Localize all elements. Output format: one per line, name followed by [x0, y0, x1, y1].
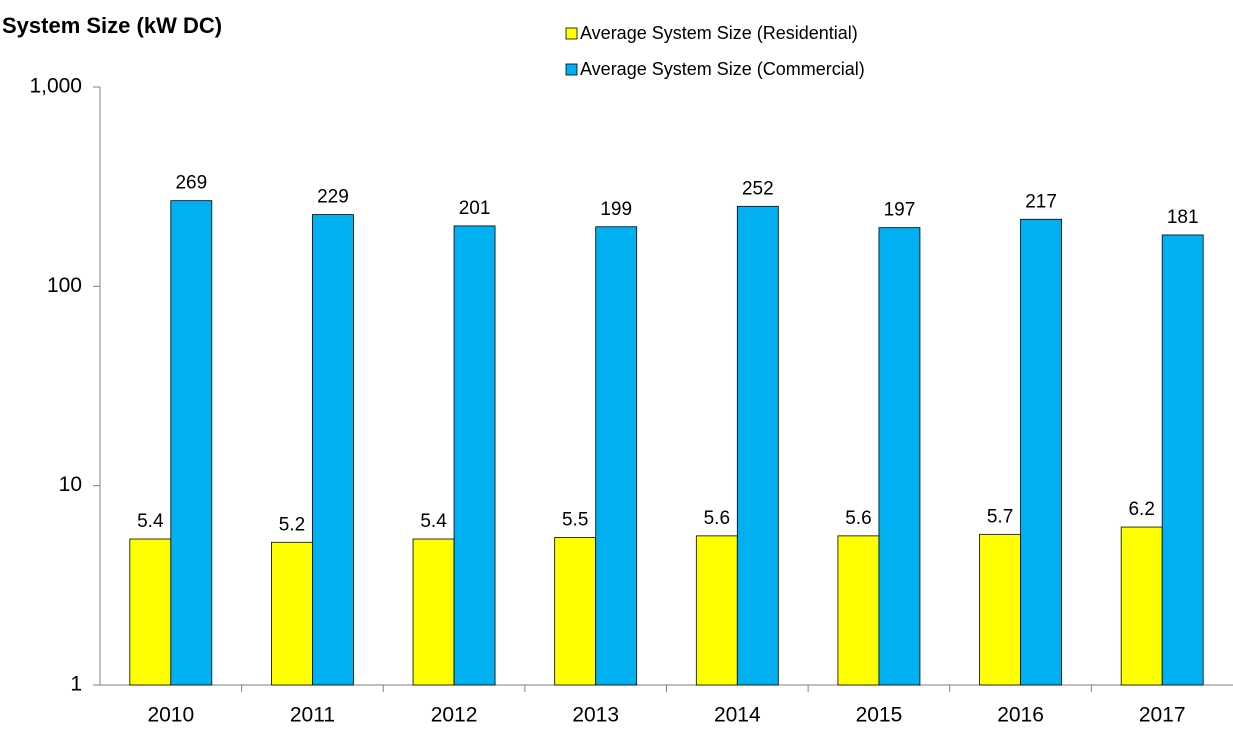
legend-swatch — [565, 27, 578, 40]
value-label: 5.7 — [987, 506, 1013, 527]
bar — [979, 533, 1021, 686]
x-tick-label: 2017 — [1139, 704, 1186, 727]
legend-swatch — [565, 63, 578, 76]
value-label: 201 — [459, 198, 491, 219]
bar — [271, 541, 313, 686]
chart-title: System Size (kW DC) — [2, 13, 222, 38]
value-label: 5.4 — [137, 511, 164, 532]
x-tick-label: 2016 — [997, 704, 1044, 727]
y-tick-label: 100 — [47, 274, 82, 297]
bar — [170, 200, 213, 686]
value-label: 5.6 — [704, 508, 730, 529]
x-tick-label: 2012 — [431, 704, 478, 727]
y-tick-label: 1 — [70, 673, 82, 696]
legend-label: Average System Size (Residential) — [580, 23, 858, 43]
value-label: 5.4 — [420, 511, 447, 532]
value-label: 217 — [1025, 191, 1057, 212]
bar — [554, 537, 597, 686]
value-label: 269 — [175, 173, 207, 194]
bar — [312, 214, 354, 686]
x-tick-label: 2015 — [856, 704, 903, 727]
bar — [1161, 234, 1204, 686]
bar — [453, 225, 496, 686]
value-label: 199 — [600, 199, 632, 220]
bar — [412, 538, 455, 686]
x-tick-label: 2014 — [714, 704, 761, 727]
bar — [129, 538, 172, 686]
x-tick-label: 2013 — [572, 704, 619, 727]
bar — [837, 535, 880, 686]
y-tick-label: 1,000 — [29, 75, 82, 98]
value-label: 5.2 — [279, 514, 305, 535]
value-label: 5.6 — [845, 508, 871, 529]
value-label: 5.5 — [562, 509, 588, 530]
legend-label: Average System Size (Commercial) — [580, 59, 865, 79]
value-label: 252 — [742, 178, 774, 199]
bar — [1020, 218, 1062, 686]
x-tick-label: 2011 — [290, 704, 335, 727]
y-tick-label: 10 — [59, 473, 82, 496]
bar — [1120, 526, 1163, 686]
value-label: 6.2 — [1128, 499, 1154, 520]
value-label: 197 — [884, 200, 916, 221]
value-label: 181 — [1167, 207, 1199, 228]
bar — [878, 227, 921, 686]
bar — [736, 205, 779, 686]
bar — [695, 535, 738, 686]
value-label: 229 — [317, 187, 349, 208]
bar — [595, 226, 638, 686]
x-tick-label: 2010 — [147, 704, 194, 727]
